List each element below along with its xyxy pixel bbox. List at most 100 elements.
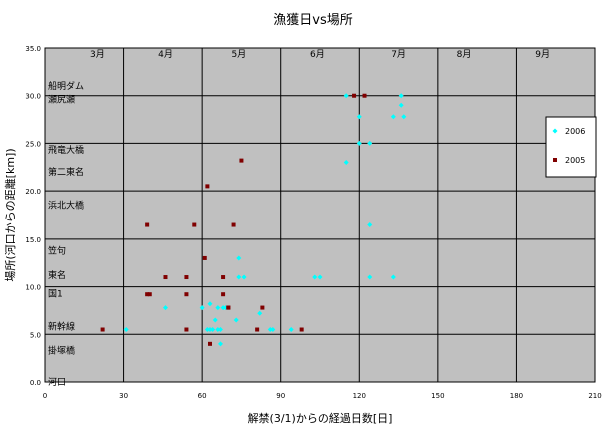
month-label: 9月 xyxy=(535,49,550,60)
x-tick-label: 90 xyxy=(276,392,285,400)
data-point-2006 xyxy=(390,114,396,120)
legend-items: 2006 2005 xyxy=(552,127,585,165)
y-axis-label: 場所(河口からの距離[km]) xyxy=(3,148,17,281)
data-point-2006 xyxy=(343,93,349,99)
data-point-2006 xyxy=(390,274,396,280)
data-point-2006 xyxy=(257,310,263,316)
x-tick-label: 30 xyxy=(119,392,128,400)
data-point-2006 xyxy=(233,317,239,323)
data-point-2005 xyxy=(205,184,210,189)
x-tick-labels: 0 30 60 90 120 150 180 210 xyxy=(43,392,602,400)
data-point-2006 xyxy=(312,274,318,280)
data-point-2006 xyxy=(356,140,362,146)
data-point-2006 xyxy=(241,274,247,280)
x-tick-label: 60 xyxy=(198,392,207,400)
data-point-2006 xyxy=(217,341,223,347)
place-label: 河口 xyxy=(48,376,66,388)
data-point-2005 xyxy=(184,292,189,297)
place-label: 浜北大橋 xyxy=(48,199,84,211)
data-point-2005 xyxy=(145,222,150,227)
data-point-2005 xyxy=(145,292,150,297)
data-points xyxy=(100,93,407,347)
plot-area xyxy=(44,47,596,383)
y-tick-label: 5.0 xyxy=(30,331,41,339)
month-label: 3月 xyxy=(90,49,105,60)
month-label: 8月 xyxy=(457,49,472,60)
place-label: 船明ダム xyxy=(48,80,84,92)
legend-marker-2005 xyxy=(553,158,557,162)
y-tick-label: 10.0 xyxy=(25,284,41,292)
data-point-2006 xyxy=(207,301,213,307)
x-axis-label: 解禁(3/1)からの経過日数[日] xyxy=(248,411,393,425)
data-point-2006 xyxy=(199,305,205,311)
data-point-2005 xyxy=(100,327,105,332)
y-tick-label: 25.0 xyxy=(25,140,41,148)
chart-title: 漁獲日vs場所 xyxy=(273,13,352,28)
data-point-2005 xyxy=(231,222,236,227)
data-point-2006 xyxy=(367,222,373,228)
data-point-2005 xyxy=(260,305,265,310)
data-point-2006 xyxy=(215,327,221,333)
legend-label-2005: 2005 xyxy=(565,156,585,165)
place-label: 笠句 xyxy=(48,244,66,256)
data-point-2005 xyxy=(202,255,207,260)
data-point-2005 xyxy=(299,327,304,332)
data-point-2006 xyxy=(210,327,216,333)
data-point-2005 xyxy=(352,93,357,98)
data-point-2006 xyxy=(220,305,226,311)
data-point-2006 xyxy=(212,317,218,323)
data-point-2005 xyxy=(362,93,367,98)
y-tick-label: 0.0 xyxy=(30,379,41,387)
data-point-2006 xyxy=(236,255,242,261)
month-label: 7月 xyxy=(391,49,406,60)
x-tick-label: 150 xyxy=(431,392,444,400)
place-label: 掛塚橋 xyxy=(48,345,75,357)
legend-marker-2006 xyxy=(552,128,558,134)
x-tick-label: 120 xyxy=(353,392,366,400)
data-point-2006 xyxy=(204,327,210,333)
data-point-2006 xyxy=(401,114,407,120)
place-label: 国1 xyxy=(48,288,63,299)
x-tick-label: 0 xyxy=(43,392,47,400)
data-point-2006 xyxy=(367,274,373,280)
data-point-2006 xyxy=(343,160,349,166)
data-point-2005 xyxy=(239,158,244,163)
legend: 2006 2005 xyxy=(545,116,597,178)
x-tick-label: 210 xyxy=(588,392,601,400)
data-point-2006 xyxy=(217,327,223,333)
y-tick-label: 20.0 xyxy=(25,188,41,196)
data-point-2005 xyxy=(147,292,152,297)
data-point-2006 xyxy=(162,305,168,311)
month-label: 6月 xyxy=(310,49,325,60)
data-point-2006 xyxy=(207,327,213,333)
legend-box xyxy=(545,116,597,178)
data-point-2005 xyxy=(184,275,189,280)
grid xyxy=(45,48,595,382)
data-point-2006 xyxy=(267,327,273,333)
month-label: 5月 xyxy=(231,49,246,60)
data-point-2006 xyxy=(317,274,323,280)
place-label: 新幹線 xyxy=(48,321,75,333)
data-point-2006 xyxy=(367,140,373,146)
data-point-2006 xyxy=(123,327,129,333)
y-tick-label: 15.0 xyxy=(25,236,41,244)
data-point-2006 xyxy=(398,93,404,99)
data-point-2005 xyxy=(163,275,168,280)
data-point-2006 xyxy=(270,327,276,333)
data-point-2005 xyxy=(226,305,231,310)
data-point-2005 xyxy=(192,222,197,227)
data-point-2005 xyxy=(184,327,189,332)
data-point-2006 xyxy=(215,305,221,311)
data-point-2006 xyxy=(236,274,242,280)
y-tick-labels: 0.0 5.0 10.0 15.0 20.0 25.0 30.0 35.0 xyxy=(25,45,41,387)
place-label: 瀬尻瀬 xyxy=(48,94,75,106)
data-point-2006 xyxy=(288,327,294,333)
legend-label-2006: 2006 xyxy=(565,127,585,136)
data-point-2005 xyxy=(221,275,226,280)
data-point-2005 xyxy=(208,341,212,346)
data-point-2006 xyxy=(398,102,404,108)
month-label: 4月 xyxy=(158,49,173,60)
month-labels: 3月 4月 5月 6月 7月 8月 9月 xyxy=(90,49,550,60)
